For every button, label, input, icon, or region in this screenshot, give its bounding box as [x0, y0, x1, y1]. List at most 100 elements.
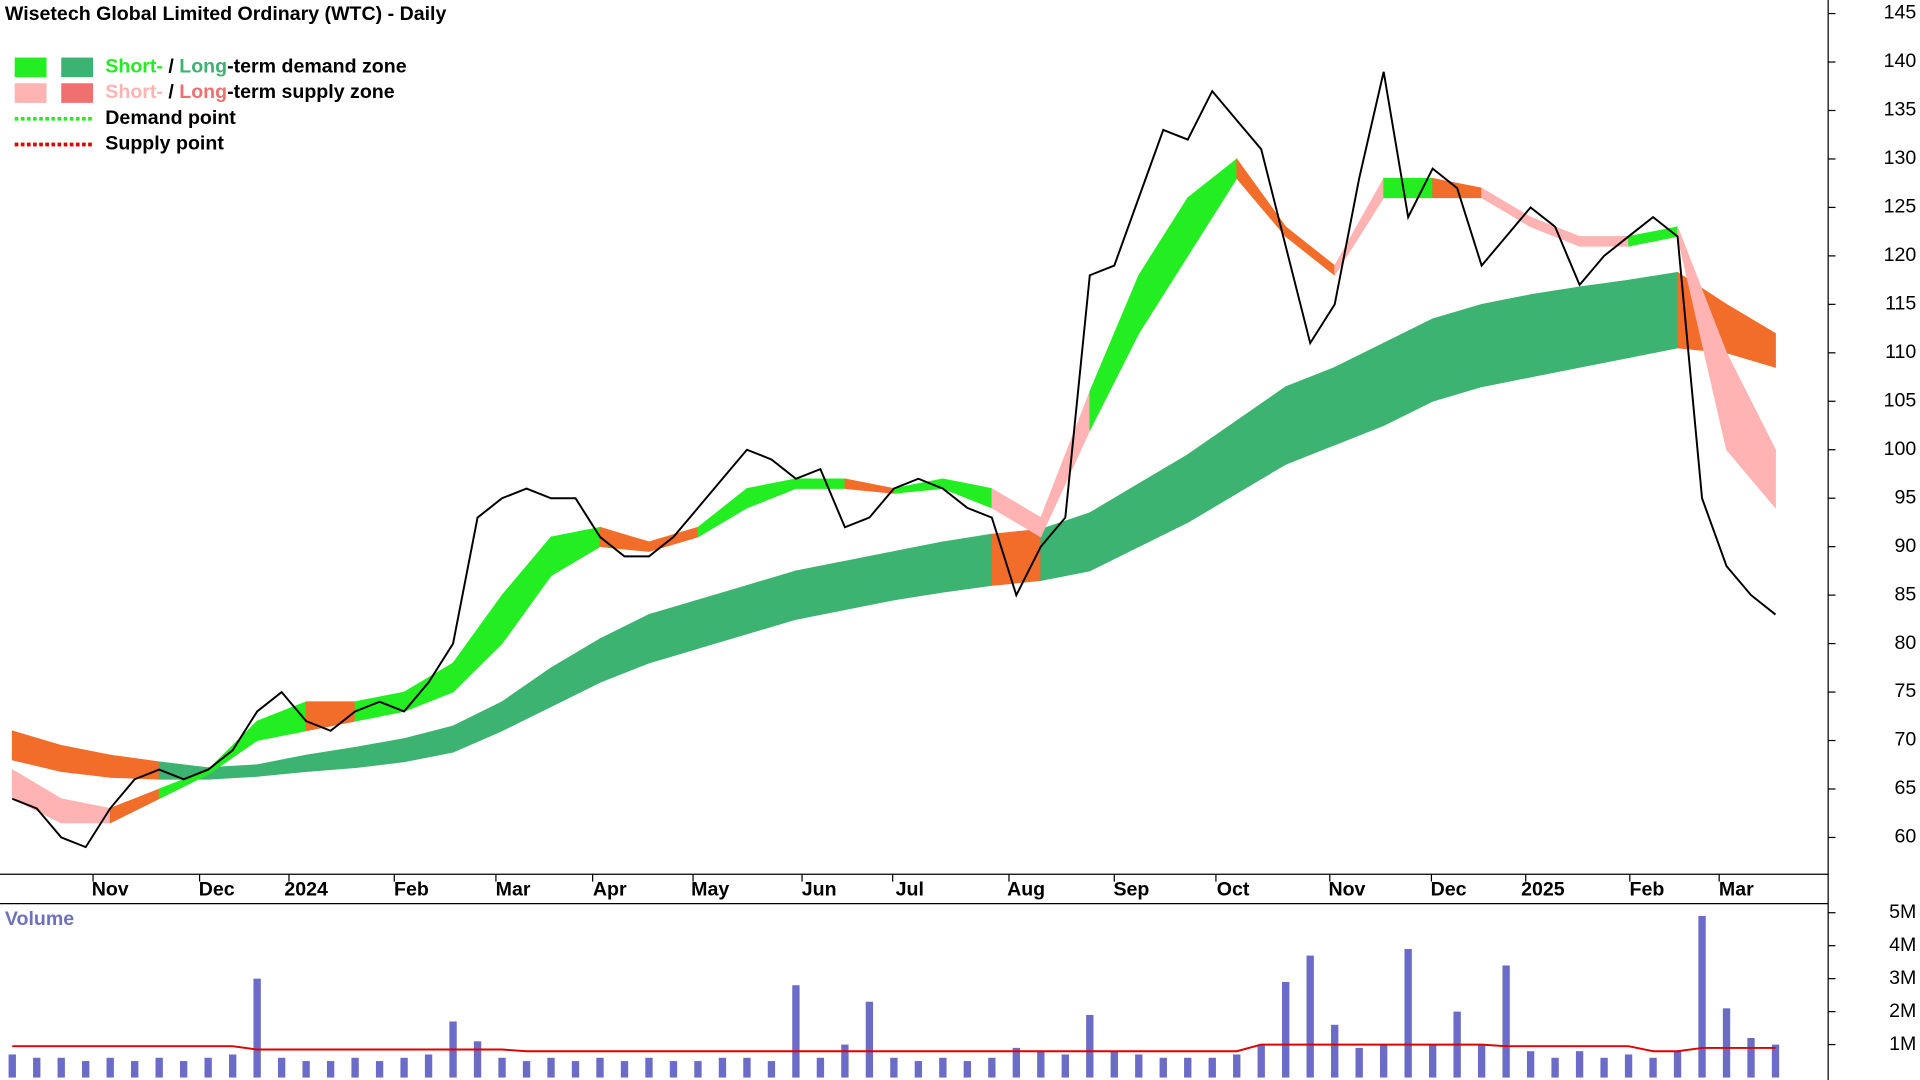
- y-tick-label: 105: [1884, 389, 1917, 411]
- x-tick-label: Dec: [199, 878, 235, 900]
- legend-text: -term supply zone: [227, 81, 395, 103]
- volume-bar: [180, 1061, 188, 1078]
- volume-bar: [1086, 1014, 1094, 1078]
- volume-bar: [1012, 1047, 1020, 1078]
- zone-band: [893, 541, 944, 601]
- volume-bar: [522, 1061, 531, 1078]
- volume-bar: [82, 1061, 90, 1078]
- legend-entry: Short- / Long-term demand zone: [105, 56, 406, 78]
- volume-bar: [326, 1061, 335, 1078]
- volume-bar: [669, 1061, 678, 1078]
- x-tick-label: Sep: [1113, 878, 1149, 900]
- y-tick-label: 125: [1884, 196, 1917, 218]
- x-tick-label: Oct: [1217, 878, 1250, 900]
- volume-bar: [1624, 1054, 1633, 1078]
- x-tick-label: Feb: [1630, 878, 1665, 900]
- volume-bar: [1771, 1044, 1780, 1078]
- volume-bar: [890, 1057, 898, 1078]
- volume-bar: [1428, 1044, 1437, 1078]
- volume-bar: [1673, 1051, 1682, 1078]
- legend-text: Long: [179, 81, 227, 103]
- volume-bar: [816, 1057, 825, 1078]
- volume-bar: [1110, 1051, 1118, 1078]
- volume-bar: [1526, 1051, 1535, 1078]
- legend-text: Demand point: [105, 107, 236, 129]
- volume-bar: [1208, 1057, 1216, 1078]
- volume-bar: [1551, 1057, 1559, 1078]
- volume-bar: [792, 985, 800, 1078]
- legend-text: /: [163, 81, 179, 103]
- volume-bar: [718, 1057, 727, 1078]
- x-tick-label: 2025: [1521, 878, 1565, 900]
- y-tick-label: 140: [1884, 50, 1917, 72]
- volume-bar: [1135, 1054, 1143, 1078]
- y-tick-label: 1M: [1889, 1033, 1916, 1055]
- volume-bar: [1306, 955, 1314, 1078]
- volume-bar: [988, 1057, 996, 1078]
- volume-bar: [620, 1061, 629, 1078]
- y-tick-label: 3M: [1889, 967, 1916, 989]
- volume-bar: [1502, 965, 1510, 1078]
- zone-band: [1432, 303, 1482, 402]
- zone-band: [844, 551, 895, 611]
- legend-text: Supply point: [105, 133, 224, 155]
- volume-bar: [841, 1044, 849, 1078]
- volume-title: Volume: [5, 908, 74, 930]
- y-tick-label: 120: [1884, 244, 1917, 266]
- volume-bar: [424, 1054, 433, 1078]
- volume-bar: [204, 1057, 212, 1078]
- x-tick-label: 2024: [284, 878, 328, 900]
- y-tick-label: 100: [1884, 438, 1917, 460]
- volume-bar: [1722, 1008, 1731, 1078]
- volume-average: [12, 1043, 1776, 1053]
- y-tick-label: 110: [1885, 341, 1916, 363]
- zone-band: [1579, 279, 1629, 368]
- x-tick-label: Mar: [496, 878, 531, 900]
- y-tick-label: 65: [1895, 777, 1917, 799]
- chart-title: Wisetech Global Limited Ordinary (WTC) -…: [5, 3, 447, 25]
- volume-bar: [400, 1057, 408, 1078]
- legend-entry: Demand point: [105, 107, 236, 129]
- volume-bar: [228, 1054, 237, 1078]
- volume-bar: [1477, 1044, 1486, 1078]
- volume-bar: [1061, 1054, 1069, 1078]
- volume-bar: [1257, 1044, 1265, 1078]
- x-tick-label: Jun: [802, 878, 837, 900]
- zone-band: [1726, 352, 1776, 509]
- volume-bar: [131, 1061, 139, 1078]
- y-tick-label: 4M: [1889, 934, 1916, 956]
- volume-bar: [155, 1057, 163, 1078]
- y-tick-label: 95: [1895, 486, 1917, 508]
- y-tick-label: 75: [1895, 680, 1917, 702]
- x-tick-label: Mar: [1719, 878, 1754, 900]
- x-tick-label: Nov: [92, 878, 129, 900]
- legend-text: Short-: [105, 81, 163, 103]
- zone-band: [942, 533, 993, 593]
- zone-band: [795, 478, 846, 489]
- volume-bar: [1331, 1024, 1339, 1078]
- zone-band: [1726, 303, 1776, 368]
- plot-layer: [8, 71, 1780, 1078]
- volume-bar: [1600, 1057, 1608, 1078]
- legend-text: -term demand zone: [227, 56, 407, 78]
- volume-bar: [57, 1057, 65, 1078]
- volume-bar: [1404, 948, 1412, 1078]
- legend-swatch: [61, 57, 94, 78]
- volume-bar: [277, 1057, 286, 1078]
- legend-text: Long: [179, 56, 227, 78]
- volume-bar: [1747, 1037, 1755, 1078]
- volume-bar: [694, 1061, 702, 1078]
- x-tick-label: May: [691, 878, 729, 900]
- volume-bar: [1282, 981, 1290, 1078]
- y-tick-label: 90: [1895, 535, 1917, 557]
- volume-bar: [963, 1061, 972, 1078]
- x-tick-label: Dec: [1431, 878, 1467, 900]
- x-tick-label: Apr: [593, 878, 627, 900]
- legend-entry: Short- / Long-term supply zone: [105, 81, 394, 103]
- volume-bar: [498, 1057, 506, 1078]
- volume-bar: [1184, 1057, 1192, 1078]
- legend-swatch: [14, 57, 47, 78]
- volume-bar: [571, 1061, 580, 1078]
- volume-bar: [596, 1057, 604, 1078]
- volume-bar: [939, 1057, 947, 1078]
